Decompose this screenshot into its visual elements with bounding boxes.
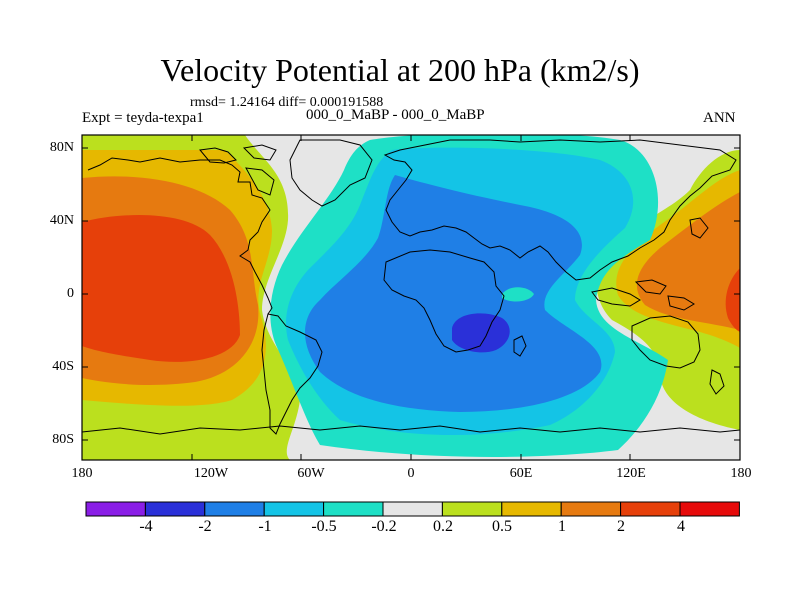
colorbar-swatch (679, 501, 740, 517)
coastline-japan (689, 217, 709, 239)
coastline-australia (631, 315, 701, 369)
colorbar-label: 0.5 (492, 518, 512, 535)
season-label: ANN (703, 110, 736, 126)
x-tick-label: 120E (616, 466, 646, 481)
colorbar (85, 501, 740, 517)
colorbar-swatch (144, 501, 206, 517)
coastline-madagascar (513, 335, 527, 357)
colorbar-swatch (323, 501, 384, 517)
y-tick-label: 80N (49, 140, 74, 155)
x-tick-label: 0 (407, 466, 415, 481)
x-tick-label: 60W (297, 466, 325, 481)
positive-region-2 (82, 215, 240, 362)
colorbar-label: 0.2 (433, 518, 453, 535)
coastline-eurasia (383, 139, 737, 281)
coastline-maritime-continent (591, 279, 695, 311)
x-tick-label: 60E (509, 466, 533, 481)
coastline-south-america (261, 313, 323, 435)
colorbar-swatch (263, 501, 325, 517)
colorbar-swatch (560, 501, 622, 517)
y-tick-label: 40S (52, 359, 74, 374)
coastline-canada-archipelago (199, 144, 277, 196)
colorbar-label: 1 (558, 518, 566, 535)
coastline-layer (82, 139, 740, 435)
x-tick-label: 180 (730, 466, 752, 481)
colorbar-label: -4 (139, 518, 153, 535)
coastline-new-zealand (709, 369, 725, 395)
plot-title: Velocity Potential at 200 hPa (km2/s) (160, 52, 640, 88)
negative-region-2 (452, 313, 510, 353)
y-tick-label: 80S (52, 432, 74, 447)
positive-region-2-east (725, 268, 740, 332)
colorbar-label: 2 (617, 518, 625, 535)
positive-region-1-east (636, 192, 740, 330)
y-tick-label: 40N (49, 213, 74, 228)
colorbar-swatch (382, 501, 443, 517)
coastline-antarctica (82, 425, 740, 435)
contour-fill-layer (82, 135, 740, 460)
colorbar-swatch (204, 501, 265, 517)
coastline-north-america (87, 157, 273, 315)
colorbar-label: -0.2 (371, 518, 397, 535)
colorbar-label: -2 (198, 518, 212, 535)
x-tick-label: 180 (71, 466, 93, 481)
colorbar-swatch (501, 501, 562, 517)
experiment-label: Expt = teyda-texpa1 (82, 110, 204, 126)
colorbar-label: -0.5 (311, 518, 337, 535)
axis-ticks (81, 135, 741, 460)
colorbar-label: -1 (258, 518, 272, 535)
stats-line: rmsd= 1.24164 diff= 0.000191588 (190, 95, 384, 110)
colorbar-swatch (441, 501, 503, 517)
weak-negative-pocket (502, 287, 534, 302)
x-tick-label: 120W (193, 466, 229, 481)
period-label: 000_0_MaBP - 000_0_MaBP (306, 107, 485, 123)
y-tick-label: 0 (67, 286, 74, 301)
colorbar-label: 4 (677, 518, 685, 535)
coastline-greenland (289, 139, 373, 207)
coastline-africa (383, 249, 505, 353)
colorbar-swatch (620, 501, 681, 517)
colorbar-swatch (85, 501, 146, 517)
negative-region-1 (305, 175, 602, 412)
